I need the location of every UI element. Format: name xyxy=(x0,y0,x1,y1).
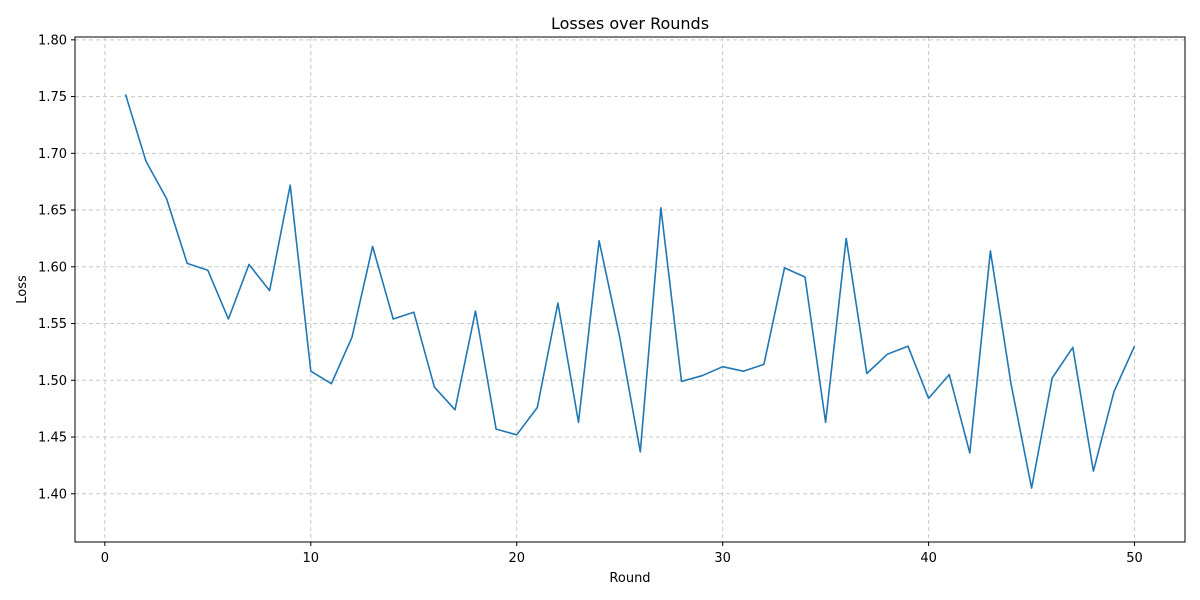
x-tick-label: 10 xyxy=(303,551,320,566)
x-tick-label: 30 xyxy=(714,551,731,566)
x-tick-label: 40 xyxy=(920,551,937,566)
y-tick-label: 1.40 xyxy=(38,487,67,502)
y-tick-label: 1.45 xyxy=(38,431,67,446)
y-tick-label: 1.65 xyxy=(38,204,67,219)
series-layer xyxy=(124,94,1136,489)
y-tick-label: 1.70 xyxy=(38,147,67,162)
axis-ticks: 0 10 20 30 40 50 1.40 1.45 1.50 1.55 1.60 1.65 1.70 1… xyxy=(38,33,1143,566)
plot-frame xyxy=(74,36,1186,543)
y-tick-label: 1.75 xyxy=(38,90,67,105)
x-tick-label: 0 xyxy=(101,551,109,566)
y-tick-label: 1.55 xyxy=(38,317,67,332)
chart-title: Losses over Rounds xyxy=(551,14,709,33)
y-tick-label: 1.80 xyxy=(38,33,67,48)
grid xyxy=(75,37,1185,542)
y-axis-title: Loss xyxy=(15,275,30,304)
y-tick-label: 1.50 xyxy=(38,374,67,389)
x-tick-label: 50 xyxy=(1126,551,1143,566)
loss-series-line xyxy=(124,94,1136,489)
x-axis-title: Round xyxy=(609,571,650,586)
x-tick-label: 20 xyxy=(508,551,525,566)
y-tick-label: 1.60 xyxy=(38,260,67,275)
